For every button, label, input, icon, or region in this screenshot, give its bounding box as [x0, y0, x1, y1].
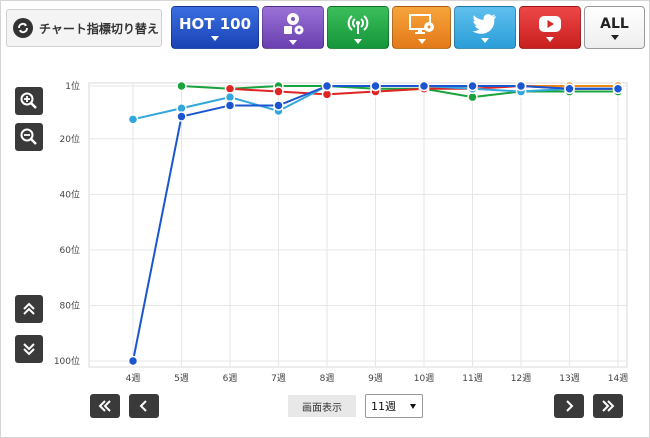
- zoom-out-icon: [20, 128, 37, 145]
- chevron-down-icon: [546, 36, 554, 42]
- data-point-hot100: [176, 111, 187, 122]
- data-point-hot100: [370, 80, 381, 92]
- data-point-hot100: [515, 80, 527, 92]
- all-button[interactable]: ALL: [584, 6, 645, 49]
- x-tick-label: 10週: [414, 373, 434, 384]
- plot-area: [88, 82, 628, 368]
- x-tick-label: 13週: [559, 373, 579, 384]
- display-weeks-value: 11週: [371, 400, 396, 413]
- zoom-in-icon: [20, 92, 37, 109]
- chevron-left-icon: [139, 400, 147, 412]
- chart-switch-text: チャート指標切り替え: [39, 21, 159, 36]
- chevron-down-icon: [354, 38, 362, 44]
- zoom-out-button[interactable]: [15, 123, 43, 151]
- x-tick-label: 7週: [271, 373, 286, 384]
- data-point-youtube: [273, 86, 284, 97]
- chevron-down-icon: [289, 39, 297, 45]
- cd-sales-icon: [284, 12, 304, 34]
- next-page-button[interactable]: [554, 394, 584, 418]
- double-chevron-right-icon: [602, 400, 615, 412]
- dropdown-arrow-icon: [410, 404, 416, 409]
- all-label: ALL: [600, 15, 629, 32]
- x-tick-label: 14週: [608, 373, 628, 384]
- scroll-up-button[interactable]: [15, 295, 43, 323]
- chevron-down-icon: [481, 37, 489, 43]
- data-point-hot100: [418, 80, 430, 92]
- monitor-icon: [408, 13, 434, 34]
- double-chevron-down-icon: [23, 343, 35, 356]
- radio-button[interactable]: [327, 6, 389, 49]
- data-point-hot100: [273, 100, 284, 111]
- data-point-hot100: [127, 355, 139, 367]
- sync-icon: [13, 18, 33, 38]
- first-page-button[interactable]: [90, 394, 120, 418]
- x-tick-label: 11週: [462, 373, 482, 384]
- data-point-twitter: [127, 114, 139, 125]
- chevron-down-icon: [610, 34, 619, 40]
- twitter-button[interactable]: [454, 6, 516, 49]
- display-weeks-select[interactable]: 11週: [365, 394, 423, 418]
- y-tick-label: 100位: [54, 355, 80, 367]
- x-tick-label: 6週: [223, 373, 238, 384]
- chevron-down-icon: [417, 38, 426, 44]
- x-tick-label: 9週: [368, 373, 383, 384]
- data-point-hot100: [612, 83, 624, 95]
- y-tick-label: 40位: [60, 188, 80, 200]
- x-tick-label: 4週: [126, 373, 141, 384]
- last-page-button[interactable]: [593, 394, 623, 418]
- series-line-radio: [181, 85, 618, 99]
- double-chevron-left-icon: [98, 400, 111, 412]
- chart-switch-label: チャート指標切り替え: [6, 9, 162, 47]
- youtube-play-icon: [539, 15, 561, 32]
- chevron-down-icon: [211, 35, 219, 41]
- radio-antenna-icon: [347, 14, 369, 34]
- youtube-button[interactable]: [519, 6, 581, 49]
- scroll-down-button[interactable]: [15, 335, 43, 363]
- y-tick-label: 20位: [60, 133, 80, 145]
- data-point-hot100: [224, 100, 236, 111]
- data-point-radio: [176, 80, 187, 92]
- x-tick-label: 5週: [174, 373, 189, 384]
- chart-plot: 1位 20位 40位 60位 80位 100位 4週 5週 6週 7週 8週 9週 10週 11週 12週…: [54, 80, 628, 384]
- sales-button[interactable]: [262, 6, 324, 49]
- previous-page-button[interactable]: [129, 394, 159, 418]
- x-tick-label: 8週: [320, 373, 335, 384]
- data-point-hot100: [321, 80, 333, 92]
- hot100-button[interactable]: HOT 100: [171, 6, 259, 49]
- display-label: 画面表示: [288, 395, 356, 417]
- hot100-label: HOT 100: [178, 14, 252, 33]
- zoom-in-button[interactable]: [15, 87, 43, 115]
- y-tick-label: 60位: [60, 244, 80, 256]
- chevron-right-icon: [566, 400, 574, 412]
- data-point-hot100: [564, 83, 575, 95]
- pc-download-button[interactable]: [392, 6, 451, 49]
- y-tick-label: 1位: [65, 80, 80, 92]
- x-tick-label: 12週: [511, 373, 531, 384]
- data-point-hot100: [467, 80, 478, 92]
- y-tick-label: 80位: [60, 299, 80, 311]
- double-chevron-up-icon: [23, 302, 35, 315]
- twitter-bird-icon: [472, 13, 496, 34]
